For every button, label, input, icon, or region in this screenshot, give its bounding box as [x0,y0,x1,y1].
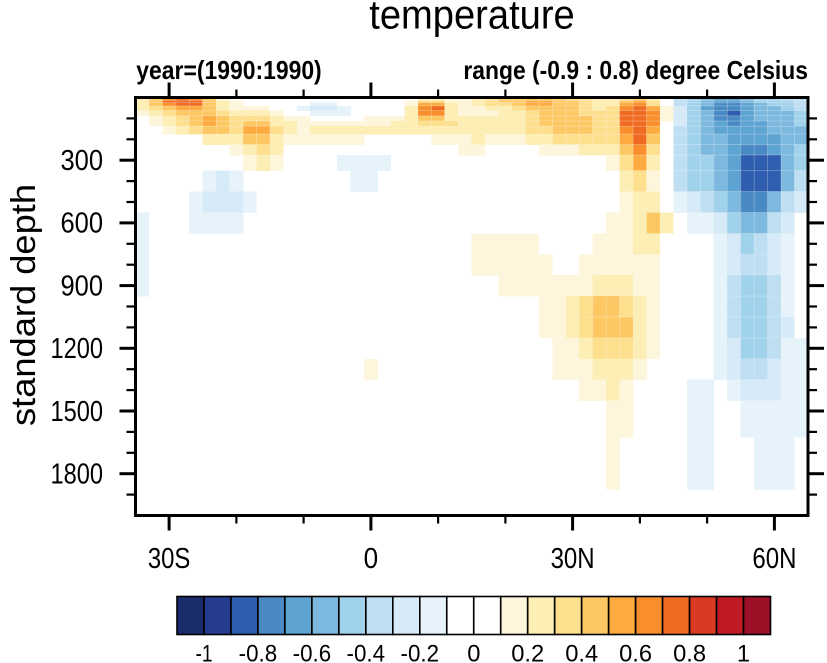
svg-text:year=(1990:1990): year=(1990:1990) [136,55,321,85]
svg-text:600: 600 [61,208,104,240]
svg-text:-0.2: -0.2 [401,641,440,663]
svg-text:1200: 1200 [51,333,104,365]
svg-text:standard depth: standard depth [5,184,43,426]
svg-text:0.4: 0.4 [565,641,598,663]
svg-text:60N: 60N [752,543,796,575]
svg-text:-0.6: -0.6 [293,641,332,663]
svg-text:0.6: 0.6 [619,641,652,663]
svg-text:-0.8: -0.8 [239,641,278,663]
svg-text:-0.4: -0.4 [347,641,386,663]
svg-text:300: 300 [61,145,104,177]
svg-text:0.2: 0.2 [511,641,544,663]
svg-text:-1: -1 [195,641,212,663]
svg-text:1800: 1800 [51,459,104,491]
svg-text:0: 0 [467,641,480,663]
svg-text:30S: 30S [148,543,191,575]
svg-text:range (-0.9 : 0.8) degree Cels: range (-0.9 : 0.8) degree Celsius [463,55,808,85]
svg-text:900: 900 [61,270,104,302]
svg-text:temperature: temperature [369,0,575,38]
svg-text:1: 1 [737,641,750,663]
svg-text:0: 0 [364,543,379,575]
svg-text:1500: 1500 [51,396,104,428]
svg-text:0.8: 0.8 [673,641,706,663]
svg-text:30N: 30N [551,543,595,575]
